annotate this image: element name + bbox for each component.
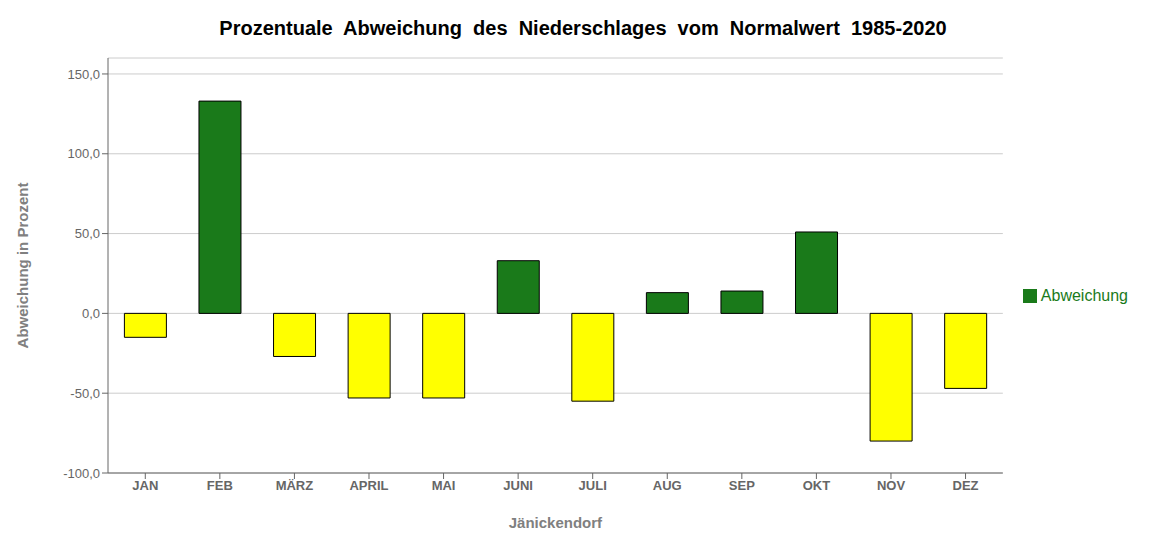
svg-text:JUNI: JUNI (503, 478, 533, 493)
svg-text:DEZ: DEZ (953, 478, 979, 493)
svg-text:50,0: 50,0 (75, 226, 100, 241)
svg-text:Jänickendorf: Jänickendorf (509, 514, 603, 531)
svg-text:100,0: 100,0 (67, 146, 100, 161)
svg-text:Abweichung in Prozent: Abweichung in Prozent (14, 183, 31, 349)
svg-text:JULI: JULI (579, 478, 607, 493)
svg-text:APRIL: APRIL (349, 478, 388, 493)
svg-text:OKT: OKT (803, 478, 831, 493)
svg-text:FEB: FEB (207, 478, 233, 493)
svg-text:SEP: SEP (729, 478, 755, 493)
svg-text:0,0: 0,0 (82, 306, 100, 321)
svg-text:150,0: 150,0 (67, 67, 100, 82)
svg-text:AUG: AUG (653, 478, 682, 493)
svg-text:-50,0: -50,0 (70, 386, 100, 401)
svg-text:NOV: NOV (877, 478, 906, 493)
svg-text:JAN: JAN (132, 478, 158, 493)
html-text:Prozentuale Abweichung des Nie: Prozentuale Abweichung des Niederschlage… (219, 16, 947, 39)
html-text:Abweichung: Abweichung (1040, 286, 1128, 304)
svg-text:MÄRZ: MÄRZ (276, 478, 314, 493)
svg-text:MAI: MAI (432, 478, 456, 493)
svg-text:-100,0: -100,0 (63, 466, 100, 481)
